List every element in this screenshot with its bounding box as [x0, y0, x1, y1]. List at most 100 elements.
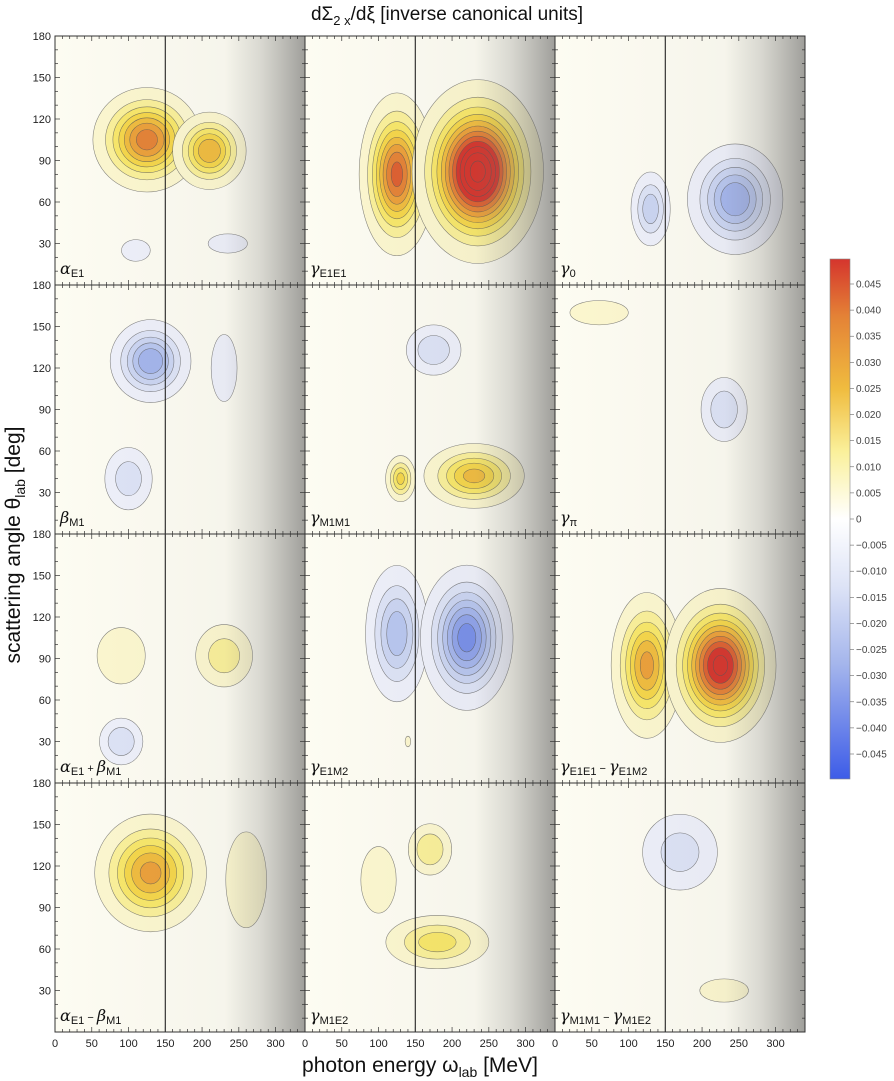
shading-overlay	[55, 285, 305, 534]
panel-label: γM1M1	[310, 508, 350, 529]
panel-label-subscript: π	[570, 517, 578, 529]
panel-contours	[305, 285, 555, 534]
panel-label: αE1 − βM1	[60, 1006, 121, 1027]
panel-label-subscript: M1E2	[320, 1015, 349, 1027]
colorbar: 0.045 0.040 0.035 0.030 0.025 0.020 0.015 0.010…	[829, 258, 887, 780]
panel-contours	[305, 783, 555, 1032]
panel-9: αE1 − βM1	[54, 782, 306, 1033]
colorbar-scale	[829, 258, 851, 780]
x-tick-label: 100	[619, 1038, 637, 1050]
y-tick-label: 120	[33, 363, 51, 375]
shading-overlay	[555, 534, 805, 783]
y-tick-label: 150	[33, 73, 51, 85]
panel-contours	[305, 534, 555, 783]
panel-label-subscript: M1	[106, 1015, 121, 1027]
panel-7: γE1M2	[304, 533, 556, 784]
colorbar-tick-label: 0	[856, 515, 862, 526]
xlabel-subscript: lab	[459, 1064, 478, 1080]
shading-overlay	[555, 783, 805, 1032]
panel-label: γ0	[560, 259, 576, 280]
x-tick-label: 200	[693, 1038, 711, 1050]
panel-contours	[555, 783, 805, 1032]
colorbar-tick-label: 0.020	[856, 410, 881, 421]
y-tick-label: 60	[39, 944, 51, 956]
colorbar-tick-label: 0.030	[856, 358, 881, 369]
xlabel-main: photon energy ω	[302, 1054, 459, 1077]
x-tick-label: 200	[443, 1038, 461, 1050]
panel-label-symbol: γ	[613, 1006, 623, 1025]
panel-contours	[55, 534, 305, 783]
panel-label-subscript: E1E1	[570, 766, 597, 778]
panel-label-subscript: E1	[71, 1015, 84, 1027]
x-tick-label: 150	[406, 1038, 424, 1050]
panel-label: γE1E1 − γE1M2	[560, 757, 647, 778]
colorbar-tick-label: −0.015	[856, 593, 887, 604]
colorbar-tick-label: −0.035	[856, 697, 887, 708]
panel-label: γπ	[560, 508, 578, 529]
colorbar-tick-label: 0.035	[856, 332, 881, 343]
colorbar-tick-label: −0.005	[856, 541, 887, 552]
panel-label-subscript: E1E1	[320, 268, 347, 280]
y-tick-label: 90	[39, 903, 51, 915]
x-tick-label: 50	[86, 1038, 98, 1050]
panel-label-subscript: 0	[570, 268, 576, 280]
colorbar-tick-label: 0.040	[856, 306, 881, 317]
panel-contours	[555, 534, 805, 783]
panel-label: αE1	[60, 259, 84, 280]
panel-label-symbol: β	[96, 1006, 106, 1025]
panel-label-symbol: γ	[609, 757, 619, 776]
x-tick-label: 50	[586, 1038, 598, 1050]
chart-title: dΣ2 x/dξ [inverse canonical units]	[311, 4, 583, 28]
panel-label-symbol: γ	[560, 508, 570, 527]
colorbar-tick-label: 0.005	[856, 488, 881, 499]
colorbar-tick-label: −0.025	[856, 645, 887, 656]
y-tick-label: 30	[39, 986, 51, 998]
panel-label: γE1M2	[310, 757, 348, 778]
title-subscript: 2 x	[333, 13, 351, 28]
colorbar-tick-label: 0.045	[856, 280, 881, 291]
panel-3: βM1	[54, 284, 306, 535]
shading-overlay	[305, 534, 555, 783]
x-tick-label: 0	[302, 1038, 308, 1050]
ylabel-subscript: lab	[12, 479, 28, 498]
y-tick-label: 30	[39, 737, 51, 749]
x-tick-label: 150	[156, 1038, 174, 1050]
colorbar-tick-label: −0.020	[856, 619, 887, 630]
panel-8: γE1E1 − γE1M2	[554, 533, 806, 784]
shading-overlay	[555, 36, 805, 285]
colorbar-tick-label: −0.040	[856, 723, 887, 734]
panel-label-subscript: E1	[71, 268, 84, 280]
shading-overlay	[55, 534, 305, 783]
panel-contours	[55, 36, 305, 285]
x-tick-label: 200	[193, 1038, 211, 1050]
colorbar-tick-label: −0.030	[856, 671, 887, 682]
panel-label-subscript: −	[600, 1012, 613, 1024]
y-tick-label: 180	[33, 529, 51, 541]
panel-contours	[305, 36, 555, 285]
y-tick-label: 120	[33, 861, 51, 873]
y-tick-label: 150	[33, 322, 51, 334]
panel-label-symbol: γ	[310, 1006, 320, 1025]
shading-overlay	[305, 285, 555, 534]
panel-label: γM1M1 − γM1E2	[560, 1006, 651, 1027]
panel-label-symbol: α	[60, 259, 71, 278]
x-tick-label: 300	[766, 1038, 784, 1050]
panel-label-subscript: M1M1	[570, 1015, 601, 1027]
shading-overlay	[55, 36, 305, 285]
panel-label-symbol: γ	[310, 757, 320, 776]
y-tick-label: 180	[33, 31, 51, 43]
panel-label: γE1E1	[310, 259, 346, 280]
panel-label-symbol: γ	[560, 1006, 570, 1025]
panel-label-subscript: −	[596, 763, 609, 775]
colorbar-tick-label: 0.025	[856, 384, 881, 395]
panel-contours	[555, 36, 805, 285]
x-tick-label: 300	[266, 1038, 284, 1050]
y-tick-label: 60	[39, 446, 51, 458]
panel-label-subscript: E1	[71, 766, 84, 778]
panel-5: γπ	[554, 284, 806, 535]
panel-label: αE1 + βM1	[60, 757, 121, 778]
x-axis-label: photon energy ωlab [MeV]	[302, 1054, 538, 1080]
panel-label-symbol: β	[59, 508, 69, 527]
colorbar-tick-label: 0.010	[856, 462, 881, 473]
